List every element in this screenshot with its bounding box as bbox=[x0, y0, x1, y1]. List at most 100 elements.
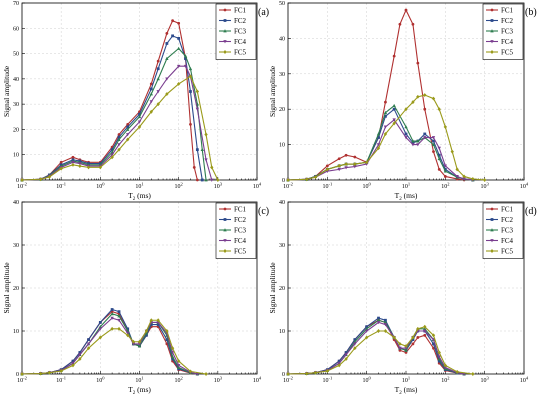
y-tick-label: 30 bbox=[279, 243, 285, 249]
data-point bbox=[423, 329, 427, 333]
chart-panel-4: 10-2 10-1 100 101 102 103 104 0 10 20 30 40 T2 (ms) S… bbox=[268, 200, 537, 396]
data-point bbox=[59, 160, 63, 164]
data-point bbox=[411, 22, 415, 26]
data-point bbox=[176, 46, 181, 50]
series-FC4 bbox=[286, 321, 466, 376]
data-point bbox=[117, 326, 121, 331]
data-point bbox=[416, 61, 420, 65]
y-tick-label: 30 bbox=[13, 102, 19, 108]
data-point bbox=[383, 125, 388, 129]
y-tick-label: 0 bbox=[282, 178, 285, 184]
series-FC1 bbox=[286, 318, 466, 376]
data-point bbox=[200, 178, 204, 182]
data-point bbox=[131, 342, 136, 346]
y-tick-label: 10 bbox=[13, 329, 19, 335]
data-point bbox=[364, 335, 369, 340]
data-point bbox=[337, 359, 341, 363]
panel-label: (b) bbox=[525, 7, 537, 18]
data-point bbox=[325, 369, 330, 373]
data-point bbox=[156, 67, 160, 71]
series-FC5 bbox=[20, 74, 220, 182]
data-point bbox=[305, 371, 309, 376]
series-FC5 bbox=[20, 318, 208, 376]
data-point bbox=[383, 329, 388, 333]
data-point bbox=[78, 162, 82, 166]
data-point bbox=[117, 135, 121, 139]
data-point bbox=[188, 66, 193, 71]
data-point bbox=[165, 77, 169, 81]
data-point bbox=[98, 321, 102, 324]
data-point bbox=[313, 370, 318, 375]
data-point bbox=[98, 335, 103, 340]
data-point bbox=[71, 160, 75, 165]
data-point bbox=[443, 175, 447, 178]
data-point bbox=[126, 133, 130, 137]
legend-label: FC2 bbox=[501, 17, 514, 25]
data-point bbox=[411, 338, 415, 341]
data-point bbox=[59, 166, 63, 171]
data-point bbox=[416, 139, 420, 143]
data-point bbox=[432, 342, 435, 346]
data-point bbox=[137, 342, 142, 346]
data-point bbox=[204, 132, 208, 137]
data-point bbox=[204, 158, 208, 162]
legend-marker bbox=[223, 239, 227, 243]
data-point bbox=[165, 338, 169, 341]
data-point bbox=[431, 96, 436, 101]
x-tick-label: 101 bbox=[135, 182, 143, 191]
x-tick-label: 102 bbox=[175, 182, 183, 191]
series-FC4 bbox=[20, 64, 214, 182]
series-line bbox=[287, 94, 485, 181]
series-FC3 bbox=[20, 311, 200, 376]
series-FC5 bbox=[286, 324, 475, 376]
data-point bbox=[86, 346, 91, 351]
panel-label: (d) bbox=[525, 206, 537, 217]
data-point bbox=[137, 114, 142, 119]
legend-marker bbox=[223, 29, 227, 33]
series-FC3 bbox=[20, 46, 208, 182]
data-point bbox=[364, 160, 369, 165]
x-tick-label: 101 bbox=[402, 376, 410, 385]
data-point bbox=[431, 142, 436, 146]
x-tick-label: 100 bbox=[363, 182, 372, 191]
x-tick-label: 103 bbox=[214, 182, 223, 191]
data-point bbox=[353, 346, 357, 351]
data-point bbox=[170, 351, 175, 355]
data-point bbox=[398, 348, 402, 352]
data-point bbox=[437, 167, 441, 171]
data-point bbox=[20, 372, 24, 376]
data-point bbox=[376, 146, 381, 151]
data-point bbox=[337, 363, 341, 368]
legend-marker bbox=[490, 228, 494, 232]
y-axis-label: Signal amplitude bbox=[2, 65, 11, 117]
legend-box bbox=[482, 3, 524, 60]
data-point bbox=[443, 124, 448, 129]
data-point bbox=[137, 339, 142, 344]
data-point bbox=[431, 333, 436, 338]
data-point bbox=[353, 162, 357, 167]
data-point bbox=[313, 175, 318, 180]
legend-marker bbox=[223, 8, 227, 12]
data-point bbox=[404, 132, 408, 136]
data-point bbox=[195, 372, 200, 376]
data-point bbox=[131, 339, 136, 344]
data-point bbox=[437, 355, 441, 359]
data-point bbox=[404, 136, 408, 140]
panel-label: (a) bbox=[258, 7, 269, 18]
data-point bbox=[411, 342, 415, 346]
data-point bbox=[404, 125, 408, 129]
data-point bbox=[71, 162, 75, 167]
data-point bbox=[149, 109, 153, 114]
data-point bbox=[455, 369, 459, 374]
data-point bbox=[110, 316, 114, 320]
legend-marker bbox=[490, 239, 494, 243]
data-point bbox=[423, 107, 427, 111]
data-point bbox=[450, 149, 454, 154]
legend-marker bbox=[490, 8, 494, 12]
data-point bbox=[117, 137, 121, 141]
data-point bbox=[377, 136, 380, 139]
legend-marker bbox=[223, 19, 227, 22]
data-point bbox=[156, 318, 160, 323]
x-tick-label: 104 bbox=[253, 376, 262, 385]
